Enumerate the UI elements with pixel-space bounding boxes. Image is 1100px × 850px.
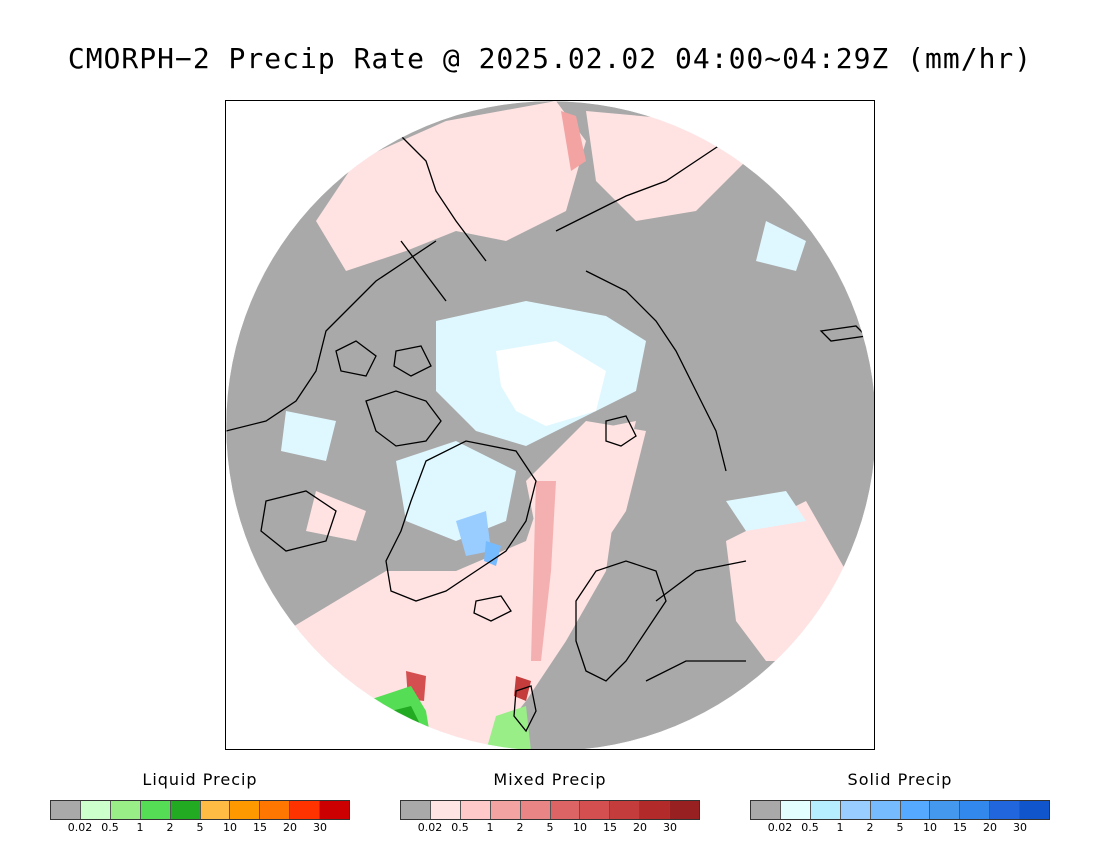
legend-liquid-ticks: 0.02 0.5 1 2 5 10 15 20 30 [50,820,350,834]
legend-tick: 10 [923,821,937,834]
legend-swatch [870,801,901,819]
legend-swatch [260,801,291,819]
legend-tick: 30 [313,821,327,834]
legend-tick: 20 [983,821,997,834]
legend-tick: 30 [663,821,677,834]
legend-tick: 15 [603,821,617,834]
legend-swatch [550,801,581,819]
legend-tick: 5 [196,821,204,834]
legend-solid-title: Solid Precip [847,770,953,789]
legend-swatch [230,801,261,819]
legend-tick: 2 [516,821,524,834]
legend-tick: 1 [836,821,844,834]
legend-tick: 2 [166,821,174,834]
legend-swatch [751,801,781,819]
legend-liquid-title: Liquid Precip [142,770,258,789]
legend-tick: 5 [896,821,904,834]
legend-swatch [900,801,931,819]
legend-swatch [51,801,81,819]
legend-tick: 10 [223,821,237,834]
solid-precip-heavy [456,511,501,566]
legend-swatch [290,801,321,819]
polar-map [225,100,875,750]
legend-tick: 10 [573,821,587,834]
legend-solid-bar [750,800,1050,820]
legend-swatch [140,801,171,819]
legend-swatch [80,801,111,819]
legend-swatch [460,801,491,819]
legend-tick: 20 [283,821,297,834]
legend-swatch [401,801,431,819]
legend-tick: 0.02 [67,821,93,834]
legend-mixed-bar [400,800,700,820]
legend-swatch [960,801,991,819]
legend-tick: 20 [633,821,647,834]
legend-swatch [170,801,201,819]
legend-tick: 15 [253,821,267,834]
legend-tick: 2 [866,821,874,834]
legend-swatch [580,801,611,819]
legend-swatch [110,801,141,819]
legend-tick: 1 [136,821,144,834]
legend-swatch [930,801,961,819]
legend-tick: 1 [486,821,494,834]
central-arctic-white [496,341,606,426]
legend-swatch [520,801,551,819]
legend-swatch [1020,801,1050,819]
legend-swatch [840,801,871,819]
legend-swatch [990,801,1021,819]
legend-tick: 0.5 [101,821,119,834]
legend-tick: 5 [546,821,554,834]
legend-swatch [200,801,231,819]
legend-swatch [430,801,461,819]
legend-solid-ticks: 0.02 0.5 1 2 5 10 15 20 30 [750,820,1050,834]
legend-swatch [810,801,841,819]
legend-tick: 15 [953,821,967,834]
legend-swatch [610,801,641,819]
mixed-precip-streaks [406,111,586,701]
legend-swatch [490,801,521,819]
polar-map-svg [226,101,874,749]
legend-mixed: Mixed Precip 0.02 0.5 1 2 5 10 15 20 30 [400,770,700,834]
legend-swatch [780,801,811,819]
legend-tick: 0.02 [417,821,443,834]
coastlines [226,130,868,733]
legend-swatch [670,801,700,819]
legend-swatch [320,801,350,819]
legend-tick: 0.5 [801,821,819,834]
legend-swatch [640,801,671,819]
legend-liquid: Liquid Precip 0.02 0.5 1 2 5 10 15 20 30 [50,770,350,834]
legend-tick: 30 [1013,821,1027,834]
legend-tick: 0.02 [767,821,793,834]
legend-mixed-ticks: 0.02 0.5 1 2 5 10 15 20 30 [400,820,700,834]
legend-liquid-bar [50,800,350,820]
legend-solid: Solid Precip 0.02 0.5 1 2 5 10 15 20 30 [750,770,1050,834]
map-title: CMORPH−2 Precip Rate @ 2025.02.02 04:00~… [67,42,1033,75]
legend-tick: 0.5 [451,821,469,834]
legend-mixed-title: Mixed Precip [493,770,607,789]
